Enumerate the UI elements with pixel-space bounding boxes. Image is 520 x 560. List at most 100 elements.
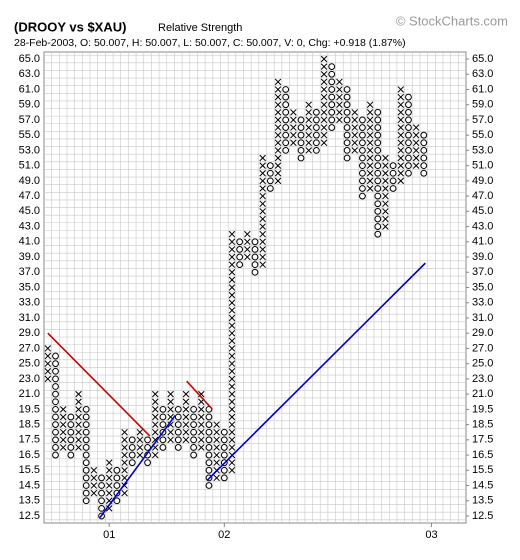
o-box [343, 116, 351, 124]
o-box [359, 116, 366, 124]
o-column [343, 86, 351, 162]
x-box [121, 428, 128, 436]
o-box [374, 147, 382, 154]
x-box [259, 200, 266, 207]
x-box [198, 436, 205, 444]
o-box [374, 192, 382, 200]
o-box [282, 147, 290, 154]
y-tick-label: 45.0 [19, 205, 40, 217]
x-box [366, 185, 374, 192]
o-box [174, 421, 182, 428]
x-box [412, 139, 420, 147]
o-box [128, 451, 136, 459]
o-box [67, 436, 75, 444]
x-box [228, 337, 236, 345]
x-box [198, 421, 205, 428]
x-box [259, 223, 266, 230]
x-box [336, 101, 343, 108]
y-tick-label-right: 47.0 [472, 190, 493, 202]
o-box [420, 147, 428, 154]
x-box [382, 154, 389, 162]
o-box [389, 185, 397, 192]
x-box [136, 436, 144, 444]
o-box [159, 421, 167, 428]
o-box [82, 466, 90, 474]
x-box [274, 170, 282, 177]
x-box [397, 154, 405, 162]
y-tick-label: 27.0 [19, 342, 40, 354]
x-box [44, 375, 52, 383]
x-box [366, 177, 374, 185]
o-box [174, 413, 182, 421]
x-box [198, 444, 205, 451]
y-tick-label: 65.0 [19, 53, 40, 65]
x-box [198, 406, 205, 413]
x-box [382, 170, 389, 177]
o-box [113, 497, 121, 505]
o-box [328, 70, 336, 78]
x-box [397, 139, 405, 147]
o-box [405, 169, 412, 177]
o-box [205, 482, 213, 489]
y-tick-label-right: 16.5 [472, 449, 493, 461]
o-box [359, 192, 366, 200]
o-box [52, 360, 59, 368]
y-tick-label: 61.0 [19, 83, 40, 95]
x-box [305, 124, 312, 131]
x-box [152, 413, 159, 421]
x-box [105, 467, 113, 474]
o-box [343, 154, 351, 162]
x-box [228, 238, 236, 246]
o-box [52, 428, 59, 436]
x-box [382, 177, 389, 185]
x-box [213, 421, 220, 428]
o-box [359, 169, 366, 177]
y-tick-label: 49.0 [19, 175, 40, 187]
o-box [98, 497, 105, 505]
x-column [136, 428, 144, 459]
x-box [213, 459, 220, 466]
x-box [397, 162, 405, 169]
o-box [67, 428, 75, 436]
o-column [128, 436, 136, 467]
x-box [397, 177, 405, 185]
x-box [320, 139, 328, 147]
o-box [205, 466, 213, 474]
o-box [67, 413, 75, 421]
x-box [121, 451, 128, 459]
o-box [251, 268, 259, 276]
o-box [405, 124, 412, 131]
o-box [205, 413, 213, 421]
o-box [374, 230, 382, 238]
x-box [382, 200, 389, 207]
x-box [366, 101, 374, 108]
o-box [420, 131, 428, 139]
x-column [75, 390, 82, 451]
o-box [266, 185, 274, 192]
o-box [343, 139, 351, 147]
y-tick-label-right: 65.0 [472, 53, 493, 65]
x-column [259, 154, 266, 268]
o-box [67, 444, 75, 451]
x-box [228, 459, 236, 466]
x-box [75, 413, 82, 421]
o-box [328, 124, 336, 131]
o-box [98, 482, 105, 489]
o-box [405, 101, 412, 109]
x-box [412, 162, 420, 169]
o-box [159, 405, 167, 413]
o-box [98, 489, 105, 497]
x-box [320, 116, 328, 124]
y-tick-label-right: 43.0 [472, 220, 493, 232]
x-box [397, 170, 405, 177]
y-tick-label: 59.0 [19, 99, 40, 111]
x-box [90, 489, 98, 497]
x-box [182, 413, 190, 421]
x-box [182, 436, 190, 444]
x-box [259, 230, 266, 238]
info-line: 28-Feb-2003, O: 50.007, H: 50.007, L: 50… [14, 37, 406, 49]
o-box [220, 474, 228, 482]
o-box [374, 207, 382, 215]
o-box [190, 421, 198, 428]
x-box [274, 177, 282, 185]
